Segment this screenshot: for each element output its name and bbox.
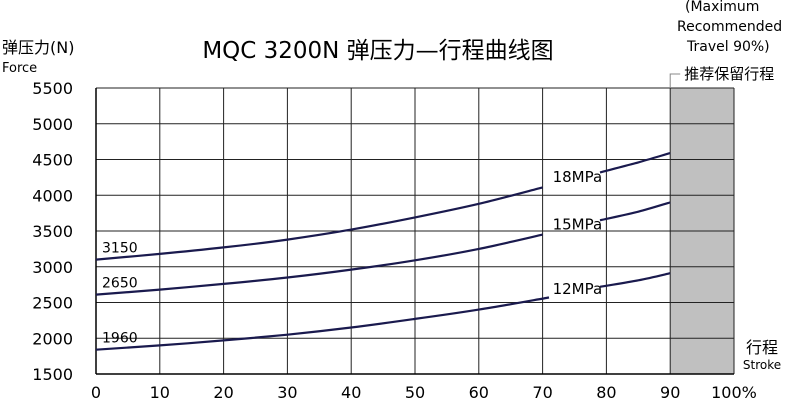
x-tick-label: 20 <box>213 383 233 402</box>
x-tick-label: 100% <box>711 383 757 402</box>
series-start-label: 1960 <box>102 331 138 347</box>
y-tick-label: 2000 <box>32 329 73 348</box>
y-tick-label: 1500 <box>32 365 73 384</box>
series-line <box>95 186 543 261</box>
series-name-label: 12MPa <box>553 280 603 298</box>
x-tick-label: 90 <box>660 383 680 402</box>
series-line <box>95 233 543 296</box>
annotation-line-3: Travel 90%) <box>686 39 770 55</box>
series-line <box>599 272 671 288</box>
series-line <box>599 201 671 222</box>
series-line <box>95 296 550 351</box>
x-tick-label: 80 <box>596 383 616 402</box>
x-tick-label: 10 <box>150 383 170 402</box>
x-tick-label: 60 <box>469 383 489 402</box>
chart-title: MQC 3200N 弹压力—行程曲线图 <box>202 38 553 64</box>
reserve-bracket <box>669 73 681 88</box>
y-tick-label: 4000 <box>32 186 73 205</box>
x-tick-label: 70 <box>532 383 552 402</box>
annotation-line-1: (Maximum <box>685 0 759 15</box>
y-tick-label: 5000 <box>32 115 73 134</box>
series-start-label: 2650 <box>102 276 138 292</box>
series-line <box>599 152 671 174</box>
y-tick-label: 2500 <box>32 294 73 313</box>
x-tick-label: 50 <box>405 383 425 402</box>
x-tick-label: 30 <box>277 383 297 402</box>
series-name-label: 15MPa <box>553 215 603 233</box>
y-tick-label: 5500 <box>32 79 73 98</box>
x-tick-label: 40 <box>341 383 361 402</box>
y-axis-label-en: Force <box>2 61 37 76</box>
y-tick-label: 3500 <box>32 222 73 241</box>
series-name-label: 18MPa <box>553 168 603 186</box>
x-tick-label: 0 <box>91 383 101 402</box>
y-tick-label: 3000 <box>32 258 73 277</box>
y-axis-label: 弹压力(N) <box>2 38 74 57</box>
reserve-label: 推荐保留行程 <box>684 65 774 83</box>
x-axis-label: 行程 <box>746 338 778 357</box>
series-start-label: 3150 <box>102 241 138 257</box>
annotation-line-2: Recommended <box>677 19 782 35</box>
plot-area: 1500 2000 2500 3000 3500 4000 4500 5000 5500 0 10 2… <box>32 65 774 402</box>
x-axis-label-en: Stroke <box>743 358 781 372</box>
y-tick-label: 4500 <box>32 151 73 170</box>
